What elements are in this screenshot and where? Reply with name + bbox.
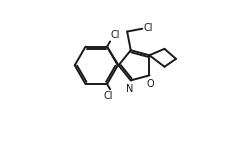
Text: Cl: Cl [104, 91, 114, 101]
Text: N: N [126, 84, 134, 94]
Text: O: O [146, 79, 154, 89]
Text: Cl: Cl [144, 23, 153, 33]
Text: Cl: Cl [111, 30, 120, 40]
